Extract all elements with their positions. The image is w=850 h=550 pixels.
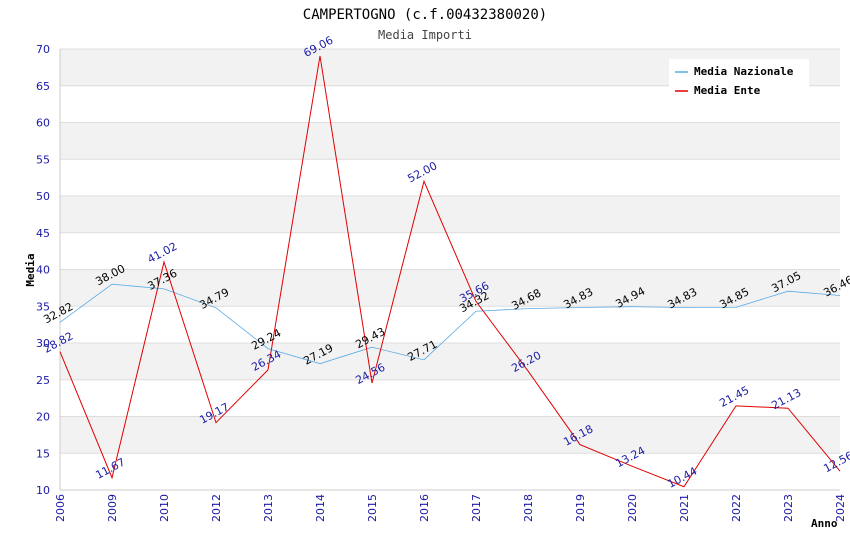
x-tick-label: 2009 xyxy=(106,494,119,522)
y-tick-label: 60 xyxy=(36,117,50,130)
grid-band xyxy=(60,196,840,233)
grid-band xyxy=(60,269,840,307)
x-tick-label: 2020 xyxy=(626,494,639,522)
x-tick-label: 2014 xyxy=(314,494,327,522)
y-tick-label: 55 xyxy=(36,153,50,166)
chart-title: CAMPERTOGNO (c.f.00432380020) xyxy=(303,7,547,23)
x-tick-label: 2019 xyxy=(574,494,587,522)
x-tick-label: 2022 xyxy=(730,494,743,522)
y-tick-label: 15 xyxy=(36,447,50,460)
y-tick-label: 10 xyxy=(36,484,50,497)
chart-subtitle: Media Importi xyxy=(378,28,472,42)
y-tick-label: 50 xyxy=(36,190,50,203)
axes xyxy=(59,49,840,491)
y-tick-labels: 10 15 20 25 30 35 40 45 50 55 60 65 70 xyxy=(36,43,50,497)
series-lines xyxy=(59,55,841,488)
y-axis-label: Media xyxy=(24,253,37,286)
x-tick-label: 2013 xyxy=(262,494,275,522)
grid-band xyxy=(60,379,840,417)
x-tick-labels: 2006 2009 2010 2012 2013 2014 2015 2016 2017 2018… xyxy=(54,494,847,522)
grid-band xyxy=(60,416,840,454)
x-tick-label: 2015 xyxy=(366,494,379,522)
y-tick-label: 40 xyxy=(36,264,50,277)
x-tick-label: 2024 xyxy=(834,494,847,522)
x-tick-label: 2021 xyxy=(678,494,691,522)
legend-box xyxy=(669,59,809,101)
grid-band xyxy=(60,232,840,270)
series-line-ente xyxy=(59,55,841,488)
y-tick-label: 25 xyxy=(36,374,50,387)
legend: Media Nazionale Media Ente xyxy=(669,59,809,101)
series-line-nazionale xyxy=(59,283,841,365)
y-tick-label: 65 xyxy=(36,80,50,93)
legend-label-ente: Media Ente xyxy=(694,84,761,97)
x-axis-label: Anno xyxy=(811,517,838,530)
y-tick-label: 35 xyxy=(36,300,50,313)
grid-band xyxy=(60,159,840,196)
x-tick-label: 2023 xyxy=(782,494,795,522)
y-tick-label: 70 xyxy=(36,43,50,56)
grid-bands xyxy=(60,49,840,490)
x-tick-label: 2017 xyxy=(470,494,483,522)
grid-band xyxy=(60,343,840,380)
y-tick-label: 20 xyxy=(36,411,50,424)
grid-band xyxy=(60,122,840,160)
x-tick-label: 2006 xyxy=(54,494,67,522)
x-tick-label: 2012 xyxy=(210,494,223,522)
grid-band xyxy=(60,306,840,343)
grid-band xyxy=(60,453,840,490)
y-tick-label: 30 xyxy=(36,337,50,350)
legend-label-nazionale: Media Nazionale xyxy=(694,65,794,78)
x-tick-label: 2016 xyxy=(418,494,431,522)
y-tick-label: 45 xyxy=(36,227,50,240)
x-tick-label: 2010 xyxy=(158,494,171,522)
x-tick-label: 2018 xyxy=(522,494,535,522)
